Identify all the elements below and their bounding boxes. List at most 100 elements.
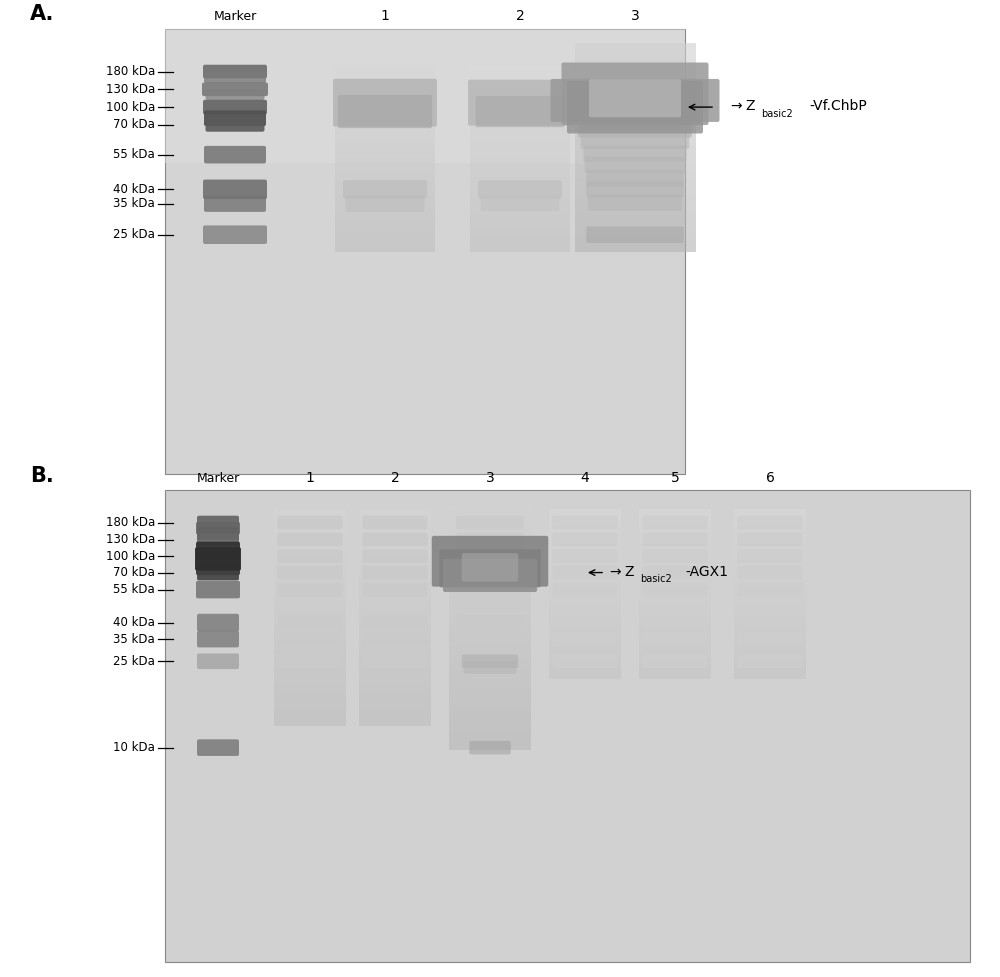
- Bar: [274, 629, 346, 634]
- FancyBboxPatch shape: [462, 553, 518, 581]
- Bar: [734, 586, 806, 590]
- FancyBboxPatch shape: [464, 661, 516, 674]
- Bar: [639, 560, 711, 565]
- Text: 4: 4: [581, 471, 589, 485]
- Bar: [639, 594, 711, 599]
- FancyBboxPatch shape: [589, 79, 681, 117]
- Text: 1: 1: [306, 471, 314, 485]
- Bar: [639, 547, 711, 552]
- Bar: [734, 628, 806, 632]
- Bar: [549, 662, 621, 666]
- Bar: [734, 654, 806, 658]
- Bar: [359, 661, 431, 666]
- Bar: [639, 527, 711, 531]
- Bar: [335, 191, 435, 195]
- Bar: [274, 574, 346, 580]
- Bar: [470, 84, 570, 88]
- Bar: [335, 98, 435, 103]
- Bar: [734, 650, 806, 654]
- Text: 55 kDa: 55 kDa: [113, 149, 155, 161]
- FancyBboxPatch shape: [206, 118, 264, 132]
- Bar: [734, 662, 806, 666]
- FancyBboxPatch shape: [552, 582, 618, 596]
- Text: 100 kDa: 100 kDa: [106, 549, 155, 563]
- Bar: [549, 531, 621, 534]
- Text: Marker: Marker: [213, 11, 257, 23]
- Bar: [549, 612, 621, 616]
- Bar: [639, 645, 711, 650]
- Bar: [335, 111, 435, 116]
- Bar: [470, 116, 570, 121]
- Bar: [549, 641, 621, 645]
- Bar: [359, 651, 431, 656]
- Bar: [274, 721, 346, 727]
- Bar: [470, 224, 570, 229]
- FancyBboxPatch shape: [277, 549, 343, 563]
- FancyBboxPatch shape: [439, 549, 541, 587]
- Bar: [639, 599, 711, 603]
- Bar: [274, 580, 346, 585]
- Bar: [449, 616, 531, 621]
- FancyBboxPatch shape: [277, 582, 343, 596]
- Bar: [359, 672, 431, 678]
- Text: -AGX1: -AGX1: [685, 565, 728, 578]
- Bar: [734, 531, 806, 534]
- FancyBboxPatch shape: [197, 528, 239, 540]
- FancyBboxPatch shape: [476, 96, 564, 127]
- FancyBboxPatch shape: [588, 194, 682, 211]
- Bar: [574, 241, 696, 246]
- Bar: [639, 641, 711, 645]
- FancyBboxPatch shape: [197, 631, 239, 648]
- Bar: [449, 664, 531, 670]
- Text: 130 kDa: 130 kDa: [106, 83, 155, 96]
- Bar: [470, 177, 570, 182]
- FancyBboxPatch shape: [581, 132, 689, 149]
- Bar: [549, 539, 621, 543]
- Bar: [549, 658, 621, 662]
- FancyBboxPatch shape: [206, 89, 264, 100]
- Bar: [274, 710, 346, 715]
- Bar: [449, 578, 531, 584]
- FancyBboxPatch shape: [362, 532, 428, 546]
- Bar: [470, 88, 570, 93]
- Bar: [274, 683, 346, 689]
- Text: 1: 1: [381, 10, 389, 23]
- Bar: [549, 637, 621, 641]
- FancyBboxPatch shape: [456, 516, 524, 530]
- Bar: [274, 645, 346, 651]
- Text: B.: B.: [30, 466, 54, 486]
- Bar: [549, 594, 621, 599]
- Bar: [549, 624, 621, 628]
- Bar: [335, 163, 435, 168]
- Bar: [335, 140, 435, 145]
- FancyBboxPatch shape: [204, 195, 266, 212]
- Bar: [449, 504, 531, 511]
- Bar: [574, 179, 696, 184]
- Bar: [734, 522, 806, 527]
- Bar: [734, 632, 806, 637]
- Bar: [335, 247, 435, 252]
- Bar: [359, 574, 431, 580]
- Bar: [734, 603, 806, 607]
- Bar: [734, 534, 806, 539]
- Bar: [470, 126, 570, 130]
- FancyBboxPatch shape: [456, 632, 524, 646]
- Bar: [734, 594, 806, 599]
- FancyBboxPatch shape: [586, 181, 684, 197]
- Bar: [734, 658, 806, 662]
- Bar: [574, 220, 696, 226]
- Bar: [734, 556, 806, 560]
- Text: 180 kDa: 180 kDa: [106, 65, 155, 78]
- Bar: [335, 126, 435, 130]
- Bar: [274, 666, 346, 672]
- FancyBboxPatch shape: [462, 655, 518, 668]
- Bar: [449, 590, 531, 597]
- Bar: [470, 111, 570, 116]
- Bar: [549, 581, 621, 586]
- Bar: [549, 577, 621, 581]
- Text: 40 kDa: 40 kDa: [113, 616, 155, 629]
- Bar: [549, 654, 621, 658]
- Bar: [734, 619, 806, 624]
- Bar: [734, 509, 806, 514]
- Bar: [335, 93, 435, 98]
